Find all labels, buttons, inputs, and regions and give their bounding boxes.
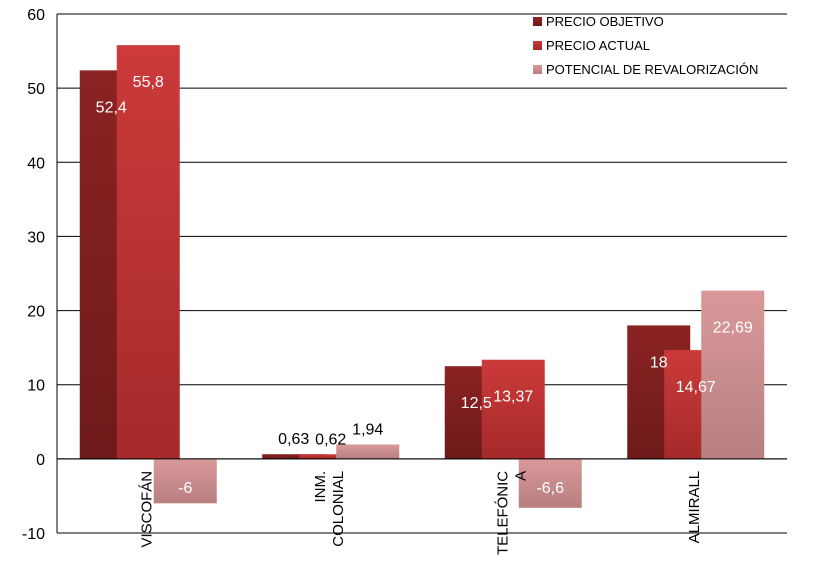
bars <box>79 45 765 508</box>
data-label: 12,5 <box>461 395 492 412</box>
category-label: INM.COLONIAL <box>312 471 347 547</box>
y-tick-label: 50 <box>27 81 45 98</box>
y-tick-label: -10 <box>22 526 45 543</box>
category-labels: VISCOFÁN INM.COLONIAL TELEFÓNICA ALMIRALL <box>138 471 703 555</box>
data-label: -6 <box>178 480 192 497</box>
bar-2-cat-2 <box>299 454 363 459</box>
legend-label: PRECIO ACTUAL <box>546 38 650 53</box>
bar-1-cat-2 <box>262 454 326 459</box>
data-label: 52,4 <box>96 99 127 116</box>
legend-label: POTENCIAL DE REVALORIZACIÓN <box>546 62 758 77</box>
bar-3-cat-2 <box>336 444 400 459</box>
data-label: 18 <box>650 354 668 371</box>
legend-swatch <box>533 65 542 74</box>
data-label: -6,6 <box>536 480 564 497</box>
category-label: ALMIRALL <box>686 471 703 544</box>
bar-3-cat-4 <box>701 290 765 459</box>
y-tick-label: 0 <box>36 452 45 469</box>
y-axis-ticks: -10 0 10 20 30 40 50 60 <box>22 7 45 543</box>
data-label: 55,8 <box>133 74 164 91</box>
bar-2-cat-3 <box>481 359 545 459</box>
data-label: 1,94 <box>352 421 383 438</box>
legend-swatch <box>533 17 542 26</box>
axes <box>56 14 787 533</box>
legend: PRECIO OBJETIVO PRECIO ACTUAL POTENCIAL DE… <box>533 14 758 77</box>
data-labels: 52,4 55,8 -6 0,63 0,62 1,94 12,5 13,37 -6,6 18 14,… <box>96 74 753 497</box>
y-tick-label: 10 <box>27 378 45 395</box>
y-tick-label: 30 <box>27 229 45 246</box>
data-label: 22,69 <box>713 320 753 337</box>
bar-3-cat-3 <box>518 458 582 508</box>
data-label: 0,63 <box>278 431 309 448</box>
y-tick-label: 40 <box>27 155 45 172</box>
y-tick-label: 60 <box>27 7 45 24</box>
category-label: TELEFÓNICA <box>494 471 529 555</box>
data-label: 13,37 <box>493 389 533 406</box>
y-tick-label: 20 <box>27 304 45 321</box>
bar-3-cat-1 <box>153 458 217 504</box>
data-label: 14,67 <box>676 379 716 396</box>
category-label: VISCOFÁN <box>138 471 155 548</box>
legend-label: PRECIO OBJETIVO <box>546 14 664 29</box>
bar-2-cat-1 <box>116 45 180 459</box>
legend-swatch <box>533 41 542 50</box>
data-label: 0,62 <box>315 431 346 448</box>
